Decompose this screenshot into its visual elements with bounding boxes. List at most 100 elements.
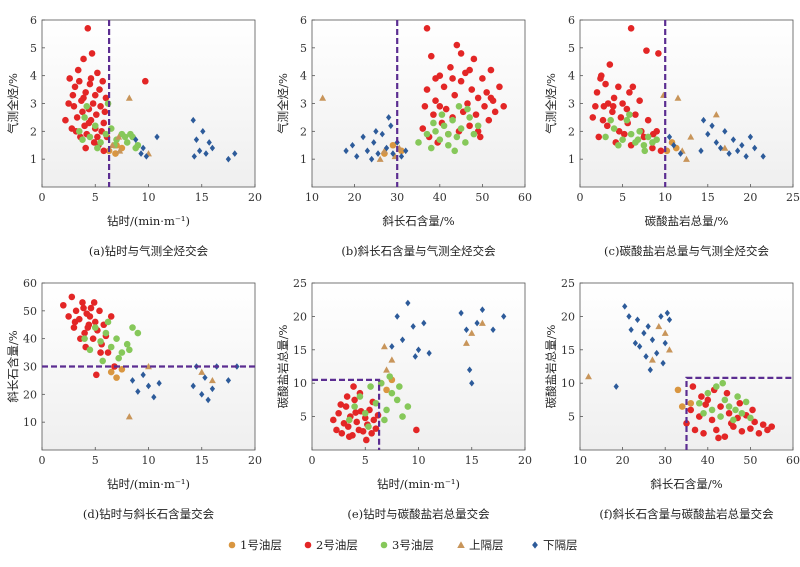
y-tick-label: 10 [561, 377, 575, 390]
data-point [390, 150, 396, 157]
legend-label: 1号油层 [240, 538, 282, 552]
data-point [96, 86, 103, 93]
data-point [116, 147, 124, 154]
data-point [603, 122, 611, 130]
x-tick-label: 30 [390, 191, 404, 204]
data-point [445, 130, 452, 138]
data-point [199, 391, 205, 398]
data-point [637, 343, 643, 350]
data-point [65, 100, 72, 107]
legend-marker [532, 541, 538, 549]
plot-area [311, 19, 526, 188]
data-point [671, 141, 677, 149]
data-point [123, 340, 131, 348]
data-point [609, 108, 616, 116]
data-point [196, 147, 203, 155]
data-point [666, 316, 673, 324]
data-point [470, 130, 478, 138]
series-3 [415, 102, 482, 155]
data-point [589, 114, 597, 121]
data-point [373, 128, 379, 135]
series-2 [62, 25, 149, 155]
data-point [466, 66, 473, 74]
series-2 [330, 383, 420, 444]
data-point [739, 141, 745, 149]
y-axis-label: 碳酸盐岩总量/% [544, 325, 558, 409]
data-point [636, 97, 643, 105]
panel-f: 10 20 30 40 50 60 5 10 15 20 25 斜长石含量/% 碳酸盐岩总量/% (f)斜… [544, 277, 800, 521]
data-point [717, 144, 724, 152]
data-point [658, 313, 664, 320]
data-point [738, 427, 746, 435]
data-point [69, 91, 77, 99]
data-point [653, 136, 660, 143]
data-point [432, 97, 439, 105]
data-point [123, 139, 131, 146]
data-point [371, 139, 377, 146]
data-point [629, 83, 637, 91]
data-point [104, 349, 112, 356]
data-point [628, 326, 634, 334]
data-point [225, 377, 232, 384]
data-point [700, 116, 707, 124]
data-point [356, 393, 364, 400]
y-tick-label: 15 [561, 344, 575, 357]
data-point [383, 366, 390, 373]
y-tick-label: 2 [568, 125, 575, 138]
data-point [705, 130, 711, 138]
data-point [87, 304, 95, 312]
data-point [474, 319, 480, 327]
data-point [687, 406, 695, 414]
data-point [421, 319, 427, 327]
data-point [442, 105, 450, 113]
data-point [75, 77, 83, 85]
x-tick-label: 10 [412, 454, 426, 467]
data-point [126, 346, 133, 354]
data-point [709, 122, 715, 130]
data-point [599, 116, 607, 124]
data-point [623, 116, 631, 124]
data-point [91, 324, 99, 331]
data-point [483, 89, 490, 96]
data-point [479, 75, 486, 82]
data-point [725, 409, 733, 417]
data-point [752, 144, 758, 152]
x-tick-label: 0 [39, 454, 46, 467]
data-point [372, 399, 380, 407]
data-point [80, 304, 87, 312]
data-point [79, 299, 86, 306]
data-point [343, 147, 349, 155]
data-point [730, 136, 736, 143]
legend-item: 3号油层 [380, 538, 434, 552]
data-point [140, 371, 146, 379]
y-tick-label: 25 [561, 277, 575, 290]
data-point [501, 313, 507, 320]
legend: 1号油层 2号油层 3号油层 上隔层 下隔层 [228, 538, 578, 552]
data-point [112, 150, 119, 157]
data-point [713, 139, 719, 146]
data-point [470, 55, 478, 63]
panel-b: 10 20 30 40 50 60 1 2 3 4 5 6 斜长石含量/% 气测全烃/% (b)斜长石含量与… [276, 14, 532, 258]
data-point [664, 309, 670, 317]
data-point [225, 155, 232, 163]
data-point [644, 116, 652, 124]
x-axis-label: 钻时/(min·m⁻¹) [107, 477, 190, 491]
data-point [127, 130, 134, 138]
panels: 0 5 10 15 20123456钻时/(min·m⁻¹)气测全烃/%(a)钻时与气测… [6, 14, 800, 521]
y-tick-label: 1 [300, 153, 307, 166]
data-point [81, 335, 88, 342]
data-point [125, 94, 133, 101]
data-point [138, 150, 144, 157]
data-point [610, 94, 618, 102]
data-point [462, 339, 470, 346]
data-point [90, 299, 98, 306]
data-point [79, 136, 86, 143]
data-point [82, 144, 89, 152]
data-point [626, 313, 632, 320]
cutoff-line [685, 376, 793, 450]
data-point [660, 359, 666, 367]
x-tick-label: 0 [309, 454, 316, 467]
data-point [108, 141, 116, 149]
data-point [655, 322, 663, 330]
x-axis-label: 钻时/(min·m⁻¹) [377, 477, 460, 491]
